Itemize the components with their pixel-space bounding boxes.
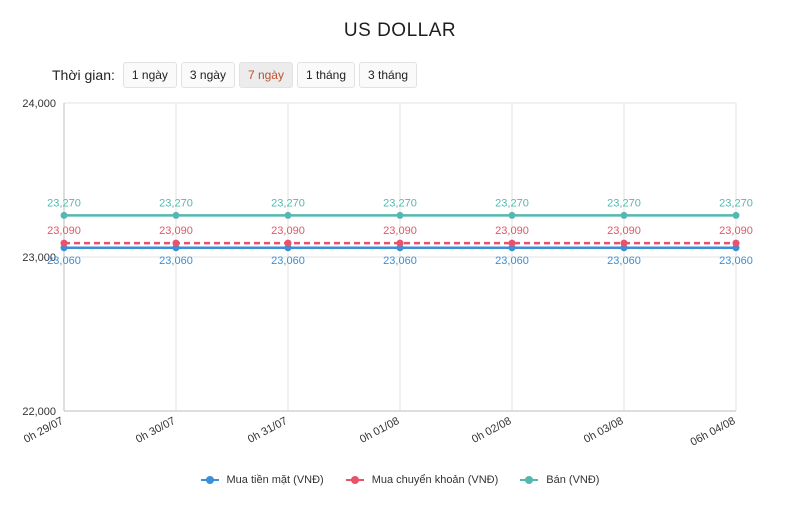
data-label: 23,270	[607, 197, 641, 209]
data-point	[172, 239, 180, 247]
data-point	[508, 239, 516, 247]
data-label: 23,060	[383, 255, 417, 267]
chart-legend: Mua tiền mặt (VNĐ) Mua chuyển khoản (VNĐ…	[0, 474, 800, 486]
legend-marker-icon	[345, 475, 364, 485]
data-label: 23,090	[719, 225, 753, 237]
legend-label: Mua tiền mặt (VNĐ)	[226, 474, 324, 486]
x-tick-label: 0h 02/08	[470, 415, 513, 446]
x-tick-label: 0h 03/08	[582, 415, 625, 446]
x-tick-label: 0h 30/07	[134, 415, 177, 446]
data-label: 23,270	[271, 197, 305, 209]
line-chart: 22,000 23,000 24,000 0h 29/07 0h 30/07 0h 31/…	[22, 98, 753, 449]
time-option-1-month[interactable]: 1 tháng	[296, 62, 356, 88]
data-point	[284, 211, 292, 219]
legend-label: Mua chuyển khoản (VNĐ)	[371, 474, 499, 486]
data-label: 23,090	[271, 225, 305, 237]
legend-item-sell[interactable]: Bán (VNĐ)	[520, 474, 599, 486]
data-label: 23,060	[719, 255, 753, 267]
time-filter-label: Thời gian:	[52, 67, 115, 83]
data-point	[732, 211, 740, 219]
time-filter: Thời gian: 1 ngày 3 ngày 7 ngày 1 tháng …	[52, 62, 421, 88]
data-point	[620, 239, 628, 247]
y-tick-label: 23,000	[22, 252, 56, 264]
data-label: 23,090	[383, 225, 417, 237]
time-option-3-months[interactable]: 3 tháng	[359, 62, 418, 88]
data-label: 23,090	[159, 225, 193, 237]
data-label: 23,090	[47, 225, 81, 237]
data-point	[60, 211, 68, 219]
legend-item-cash-buy[interactable]: Mua tiền mặt (VNĐ)	[200, 474, 324, 486]
x-tick-label: 0h 01/08	[358, 415, 401, 446]
data-label: 23,090	[495, 225, 529, 237]
data-label: 23,060	[607, 255, 641, 267]
data-label: 23,090	[607, 225, 641, 237]
data-point	[396, 211, 404, 219]
data-point	[396, 239, 404, 247]
y-tick-label: 24,000	[22, 98, 56, 110]
data-point	[508, 211, 516, 219]
legend-item-transfer-buy[interactable]: Mua chuyển khoản (VNĐ)	[345, 474, 499, 486]
data-label: 23,060	[495, 255, 529, 267]
time-option-3-days[interactable]: 3 ngày	[180, 62, 235, 88]
data-point	[60, 239, 68, 247]
data-label: 23,060	[159, 255, 193, 267]
data-point	[732, 239, 740, 247]
time-option-7-days[interactable]: 7 ngày	[238, 62, 293, 88]
data-label: 23,270	[383, 197, 417, 209]
data-point	[620, 211, 628, 219]
chart-title: US DOLLAR	[343, 20, 457, 41]
time-option-1-day[interactable]: 1 ngày	[122, 62, 177, 88]
legend-marker-icon	[200, 475, 219, 485]
legend-label: Bán (VNĐ)	[546, 474, 600, 486]
x-tick-label: 06h 04/08	[689, 415, 738, 449]
x-tick-label: 0h 29/07	[22, 415, 65, 446]
data-label: 23,270	[47, 197, 81, 209]
y-tick-label: 22,000	[22, 406, 56, 418]
x-tick-label: 0h 31/07	[246, 415, 289, 446]
data-label: 23,270	[159, 197, 193, 209]
data-point	[284, 239, 292, 247]
legend-marker-icon	[520, 475, 539, 485]
data-label: 23,060	[271, 255, 305, 267]
data-label: 23,270	[719, 197, 753, 209]
data-label: 23,270	[495, 197, 529, 209]
data-label: 23,060	[47, 255, 81, 267]
data-point	[172, 211, 180, 219]
